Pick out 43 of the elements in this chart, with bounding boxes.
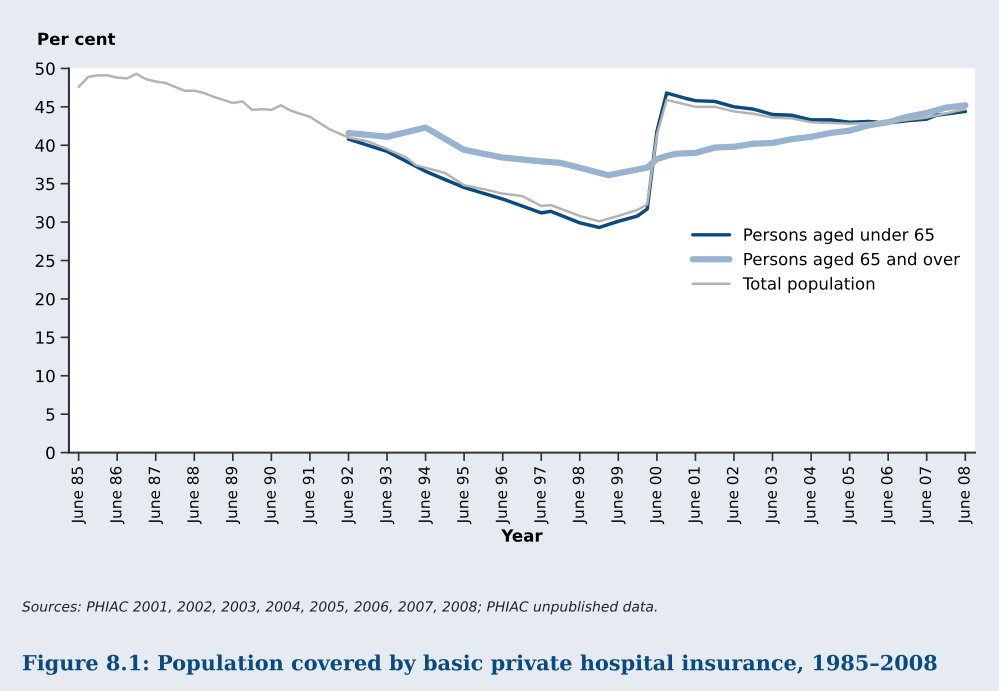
y-tick-label: 35 [36,178,54,190]
y-tick-label: 30 [36,216,55,229]
x-tick-label: June 99 [611,466,626,524]
x-tick-label: June 92 [341,467,356,524]
x-tick-label: June 88 [187,466,202,524]
x-tick-label: June 02 [726,467,742,524]
x-tick-label: June 94 [418,466,433,524]
y-tick-label: 10 [36,370,55,382]
x-tick-label: June 90 [264,466,279,524]
x-tick-label: June 08 [958,466,973,524]
x-tick-label: June 07 [920,467,934,524]
x-tick-label: June 03 [765,467,780,524]
legend-label: Persons aged under 65 [744,228,934,244]
x-tick-label: June 89 [226,466,240,524]
x-tick-label: June 95 [456,467,472,524]
x-tick-label: June 85 [72,467,86,524]
x-tick-label: June 98 [572,466,588,524]
x-tick-label: June 01 [688,467,703,524]
y-tick-label: 15 [36,332,54,344]
y-tick-label: 40 [35,139,55,152]
y-tick-label: 45 [35,101,54,114]
y-tick-label: 25 [36,254,54,268]
x-tick-label: June 05 [842,467,857,524]
y-tick-label: 0 [46,446,55,460]
legend-label: Total population [742,276,874,294]
y-tick-label: 50 [36,62,55,75]
x-tick-label: June 06 [881,466,896,524]
y-axis-title: Per cent [38,32,116,46]
source-note: Sources: PHIAC 2001, 2002, 2003, 2004, 2005, 2006, 2007, 2008; PHIAC unpublished data. [22,600,656,614]
x-tick-label: June 91 [302,467,318,524]
line-series [77,72,967,223]
x-tick-label: June 86 [110,466,124,524]
x-tick-label: June 97 [534,467,549,524]
y-tick-label: 20 [36,292,55,306]
x-tick-label: June 00 [650,466,664,524]
y-tick-label: 5 [46,408,54,421]
x-tick-label: June 87 [148,467,163,524]
x-tick-label: June 96 [496,466,510,524]
x-tick-label: June 93 [380,467,394,524]
legend-label: Persons aged 65 and over [744,252,960,269]
x-axis-title: Year [501,529,543,542]
text: Figure 8.1: Population covered by basic private hospital insurance, 1985–2008 [22,654,937,675]
x-tick-label: June 04 [804,466,818,524]
